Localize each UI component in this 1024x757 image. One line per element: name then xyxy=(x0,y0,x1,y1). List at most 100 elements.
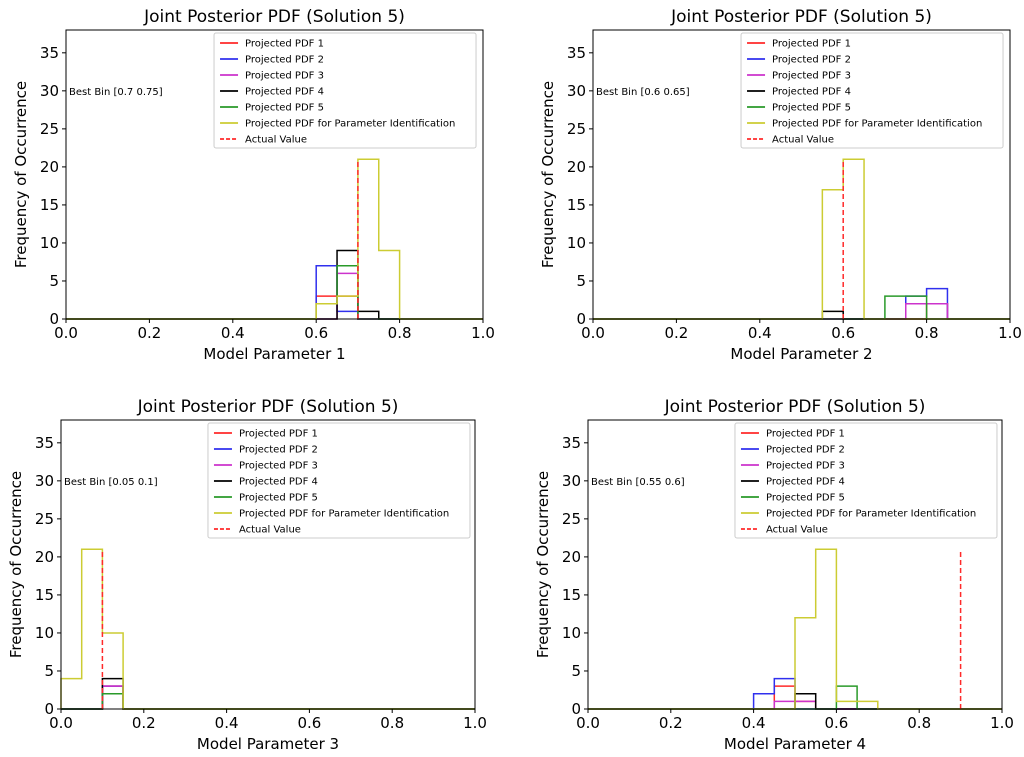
x-tick-label: 0.2 xyxy=(137,324,161,342)
chart-panel-2: 0.0 0.2 0.4 0.6 0.8 1.0 0 5 10 15 20 25 30 35 Joint Po… xyxy=(539,7,1022,363)
x-tick-label: 0.6 xyxy=(304,324,328,342)
y-tick-label: 30 xyxy=(562,472,581,490)
legend-label: Projected PDF 5 xyxy=(772,103,851,114)
y-tick-label: 15 xyxy=(567,196,586,214)
chart-title: Joint Posterior PDF (Solution 5) xyxy=(143,7,405,27)
legend-label: Projected PDF for Parameter Identificati… xyxy=(245,119,455,130)
x-tick-label: 0.8 xyxy=(915,324,939,342)
y-tick-label: 25 xyxy=(35,510,54,528)
x-axis-label: Model Parameter 3 xyxy=(197,735,339,753)
x-tick-label: 0.8 xyxy=(380,714,404,732)
legend-label: Projected PDF 1 xyxy=(245,39,324,50)
y-axis-label: Frequency of Occurrence xyxy=(7,471,25,658)
histogram-series-identification xyxy=(588,548,1002,710)
y-tick-label: 10 xyxy=(562,624,581,642)
chart-panel-1: 0.0 0.2 0.4 0.6 0.8 1.0 0 5 10 15 20 25 30 35 Joint Po… xyxy=(12,7,495,363)
x-tick-label: 1.0 xyxy=(463,714,487,732)
x-tick-label: 0.4 xyxy=(215,714,239,732)
y-tick-label: 20 xyxy=(40,158,59,176)
y-tick-label: 35 xyxy=(35,434,54,452)
x-tick-label: 0.8 xyxy=(388,324,412,342)
legend-label: Projected PDF 5 xyxy=(239,493,318,504)
legend-label: Projected PDF 3 xyxy=(239,461,318,472)
axes-frame xyxy=(60,419,476,710)
best-bin-annotation: Best Bin [0.55 0.6] xyxy=(591,477,685,488)
x-axis-label: Model Parameter 1 xyxy=(203,345,345,363)
y-axis-label: Frequency of Occurrence xyxy=(534,471,552,658)
y-tick-label: 5 xyxy=(576,272,586,290)
legend-label: Projected PDF for Parameter Identificati… xyxy=(766,509,976,520)
y-tick-label: 25 xyxy=(562,510,581,528)
axes-frame xyxy=(587,419,1003,710)
x-tick-label: 0.2 xyxy=(664,324,688,342)
x-tick-label: 1.0 xyxy=(998,324,1022,342)
y-tick-label: 35 xyxy=(562,434,581,452)
x-tick-label: 0.4 xyxy=(742,714,766,732)
x-tick-label: 0.6 xyxy=(297,714,321,732)
x-axis-label: Model Parameter 4 xyxy=(724,735,866,753)
y-tick-label: 15 xyxy=(40,196,59,214)
legend-box xyxy=(207,422,471,539)
y-axis-label: Frequency of Occurrence xyxy=(539,81,557,268)
chart-title: Joint Posterior PDF (Solution 5) xyxy=(670,7,932,27)
y-tick-label: 10 xyxy=(567,234,586,252)
y-tick-label: 10 xyxy=(40,234,59,252)
y-tick-label: 25 xyxy=(567,120,586,138)
x-axis-label: Model Parameter 2 xyxy=(730,345,872,363)
chart-panel-4: 0.0 0.2 0.4 0.6 0.8 1.0 0 5 10 15 20 25 30 35 Joint Po… xyxy=(534,397,1014,753)
legend-label: Actual Value xyxy=(239,525,301,536)
axes-frame xyxy=(592,29,1011,320)
legend-label: Projected PDF 2 xyxy=(772,55,851,66)
y-tick-label: 30 xyxy=(35,472,54,490)
legend-label: Projected PDF 1 xyxy=(766,429,845,440)
y-tick-label: 20 xyxy=(567,158,586,176)
legend-label: Projected PDF 3 xyxy=(766,461,845,472)
best-bin-annotation: Best Bin [0.7 0.75] xyxy=(69,87,163,98)
x-tick-label: 0.2 xyxy=(132,714,156,732)
x-tick-label: 0.0 xyxy=(49,714,73,732)
y-tick-label: 35 xyxy=(40,44,59,62)
legend-label: Projected PDF 2 xyxy=(245,55,324,66)
y-tick-label: 5 xyxy=(571,662,581,680)
legend-label: Projected PDF 2 xyxy=(239,445,318,456)
y-tick-label: 15 xyxy=(562,586,581,604)
chart-title: Joint Posterior PDF (Solution 5) xyxy=(137,397,399,417)
y-tick-label: 10 xyxy=(35,624,54,642)
best-bin-annotation: Best Bin [0.6 0.65] xyxy=(596,87,690,98)
y-tick-label: 5 xyxy=(49,272,59,290)
legend-label: Projected PDF for Parameter Identificati… xyxy=(772,119,982,130)
legend-label: Projected PDF 5 xyxy=(245,103,324,114)
x-tick-label: 0.8 xyxy=(907,714,931,732)
x-tick-label: 0.6 xyxy=(824,714,848,732)
x-tick-label: 0.2 xyxy=(659,714,683,732)
legend-label: Projected PDF 1 xyxy=(239,429,318,440)
y-tick-label: 35 xyxy=(567,44,586,62)
x-tick-label: 0.6 xyxy=(831,324,855,342)
legend-label: Projected PDF 5 xyxy=(766,493,845,504)
x-tick-label: 0.0 xyxy=(576,714,600,732)
x-tick-label: 0.0 xyxy=(581,324,605,342)
legend-label: Projected PDF 3 xyxy=(772,71,851,82)
y-tick-label: 30 xyxy=(567,82,586,100)
y-axis-label: Frequency of Occurrence xyxy=(12,81,30,268)
x-tick-label: 0.0 xyxy=(54,324,78,342)
legend-box xyxy=(734,422,998,539)
legend: Projected PDF 1 Projected PDF 2 Projected … xyxy=(734,422,998,539)
y-tick-label: 0 xyxy=(49,310,59,328)
y-tick-label: 15 xyxy=(35,586,54,604)
legend-box xyxy=(740,32,1004,149)
legend-label: Actual Value xyxy=(245,135,307,146)
legend-label: Actual Value xyxy=(766,525,828,536)
y-tick-label: 0 xyxy=(576,310,586,328)
x-tick-label: 1.0 xyxy=(471,324,495,342)
chart-panel-3: 0.0 0.2 0.4 0.6 0.8 1.0 0 5 10 15 20 25 30 35 Joint Po… xyxy=(7,397,487,753)
legend-label: Projected PDF 4 xyxy=(772,87,851,98)
chart-title: Joint Posterior PDF (Solution 5) xyxy=(664,397,926,417)
legend-label: Projected PDF 2 xyxy=(766,445,845,456)
y-tick-label: 0 xyxy=(571,700,581,718)
legend-label: Actual Value xyxy=(772,135,834,146)
x-tick-label: 1.0 xyxy=(990,714,1014,732)
legend-label: Projected PDF 1 xyxy=(772,39,851,50)
legend-label: Projected PDF for Parameter Identificati… xyxy=(239,509,449,520)
x-tick-label: 0.4 xyxy=(221,324,245,342)
